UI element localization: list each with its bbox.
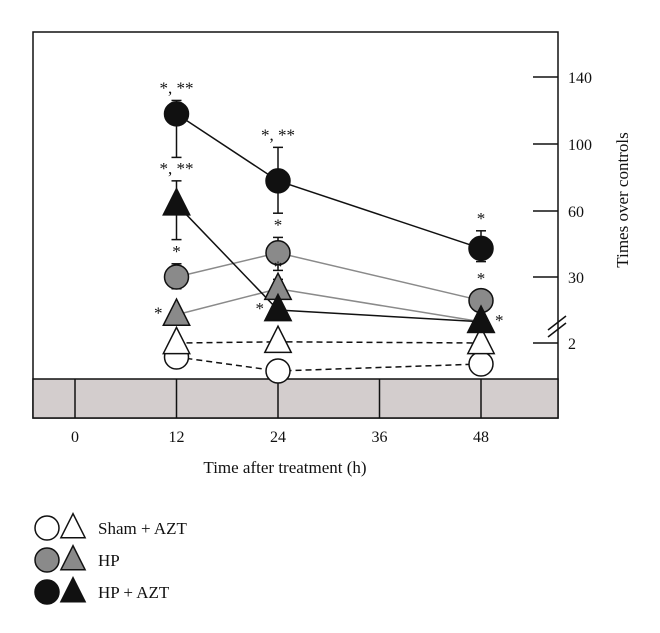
data-point-circle — [265, 240, 291, 266]
significance-label: * — [274, 257, 283, 276]
data-point-triangle — [162, 325, 191, 355]
data-point-circle — [265, 358, 291, 384]
time-band — [32, 378, 559, 419]
significance-label: *, ** — [160, 78, 194, 97]
significance-label: * — [256, 299, 265, 318]
series-markers — [162, 101, 496, 384]
significance-label: *, ** — [160, 159, 194, 178]
data-point-circle — [265, 168, 291, 194]
data-point-triangle — [162, 297, 191, 327]
data-point-circle — [163, 101, 190, 127]
data-point-circle — [34, 515, 60, 541]
axis-break-mark — [547, 315, 567, 338]
significance-label: * — [154, 304, 163, 323]
data-point-triangle — [466, 325, 496, 355]
x-axis-label: Time after treatment (h) — [203, 458, 366, 477]
x-tick-label: 24 — [270, 429, 286, 446]
data-point-circle — [34, 547, 60, 573]
significance-label: * — [477, 269, 486, 288]
significance-label: * — [495, 311, 504, 330]
x-tick-label: 12 — [169, 429, 185, 446]
y-tick-label: 140 — [568, 70, 592, 87]
legend-label: HP + AZT — [98, 583, 170, 602]
data-point-triangle — [59, 512, 87, 539]
data-point-triangle — [162, 187, 191, 216]
significance-annotations: * * * * * *, ** *, ** * *, ** * * — [154, 78, 504, 329]
x-tick-label: 0 — [71, 429, 79, 446]
x-tick-label: 36 — [372, 429, 388, 446]
data-point-circle — [34, 579, 60, 605]
legend-label: Sham + AZT — [98, 519, 188, 538]
significance-label: * — [172, 242, 181, 261]
y-tick-label: 60 — [568, 204, 584, 221]
data-point-triangle — [59, 576, 87, 603]
y-tick-label: 100 — [568, 137, 592, 154]
x-tick-label: 48 — [473, 429, 489, 446]
x-axis-ticks: 0 12 24 36 48 — [71, 429, 489, 446]
significance-label: *, ** — [261, 125, 295, 144]
band-dividers — [74, 379, 482, 418]
y-axis-ticks: 2 30 60 100 140 — [533, 70, 592, 353]
significance-label: * — [477, 209, 486, 228]
data-point-circle — [468, 235, 494, 262]
legend: Sham + AZT HP HP + AZT — [34, 512, 188, 605]
legend-label: HP — [98, 551, 120, 570]
y-axis-label: Times over controls — [613, 132, 632, 267]
data-point-circle — [468, 351, 494, 377]
data-point-triangle — [466, 304, 496, 334]
data-point-triangle — [59, 544, 87, 571]
y-tick-label: 2 — [568, 336, 576, 353]
data-point-triangle — [263, 324, 293, 354]
y-tick-label: 30 — [568, 270, 584, 287]
data-point-triangle — [263, 292, 293, 322]
data-point-circle — [163, 264, 190, 290]
significance-label: * — [274, 215, 283, 234]
